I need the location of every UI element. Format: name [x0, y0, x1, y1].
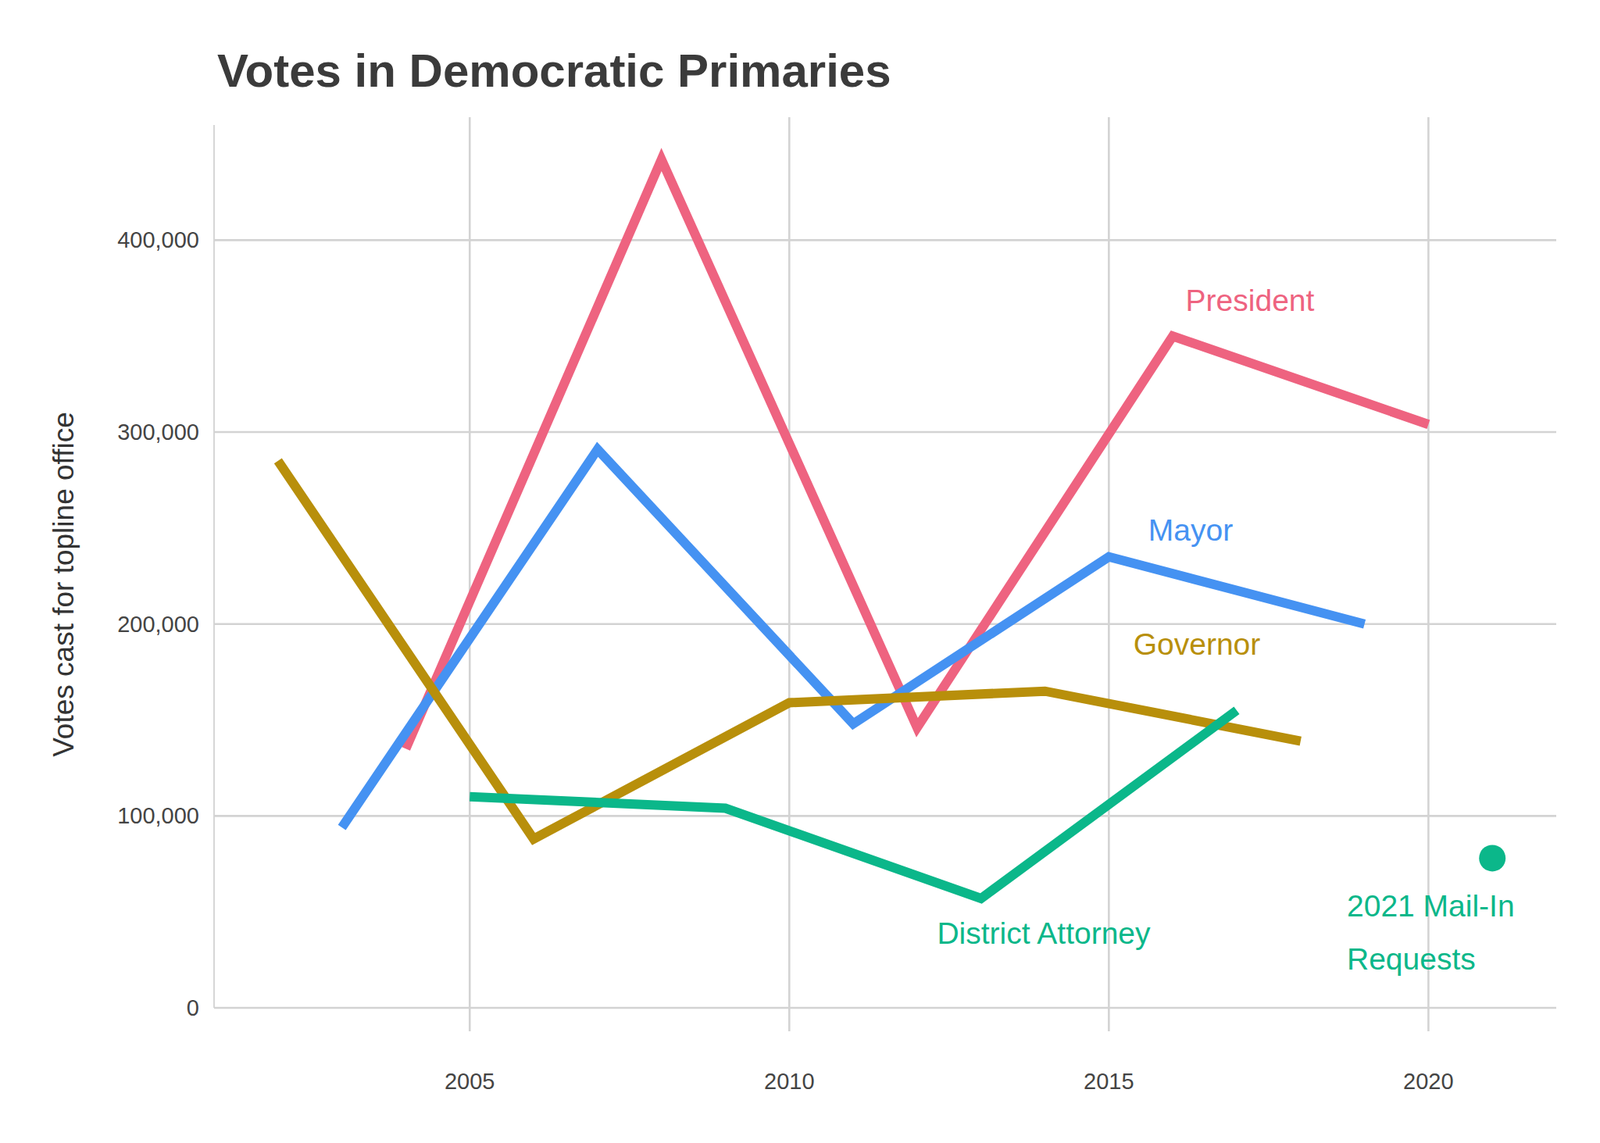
series-label: President: [1185, 283, 1315, 318]
y-tick-label: 100,000: [117, 803, 200, 829]
series-label: Mayor: [1148, 513, 1233, 547]
chart: 0 100,000 200,000 300,000 400,000 2005 2010 201…: [0, 0, 1600, 1143]
series-line: [405, 159, 1429, 749]
y-grid-line: [214, 239, 1557, 242]
x-grid-line: [1107, 117, 1111, 1032]
x-grid-line: [788, 117, 791, 1032]
x-tick-label: 2010: [764, 1068, 815, 1094]
x-axis-line: [214, 1007, 1557, 1009]
series-line: [342, 449, 1365, 828]
title: Votes in Democratic Primaries: [217, 44, 892, 97]
series-label: District Attorney: [936, 916, 1151, 950]
y-grid-line: [214, 1007, 1557, 1010]
x-tick-label: 2020: [1403, 1068, 1454, 1094]
series-line: [278, 460, 1301, 840]
y-axis-line: [213, 125, 215, 1008]
y-axis-label: Votes cast for topline office: [47, 411, 80, 758]
y-tick-label: 200,000: [117, 611, 200, 637]
y-grid-line: [214, 814, 1557, 818]
series-label: Governor: [1133, 627, 1261, 661]
x-tick-label: 2005: [444, 1068, 496, 1094]
x-grid-line: [468, 117, 472, 1032]
y-tick-label: 0: [186, 995, 200, 1021]
series-label-line: Requests: [1346, 942, 1476, 976]
y-grid-line: [214, 431, 1557, 434]
marks: [278, 159, 1506, 899]
point: [1478, 844, 1506, 872]
series-label-line: 2021 Mail-In: [1346, 889, 1515, 923]
series-line: [469, 710, 1237, 899]
x-tick-label: 2015: [1083, 1068, 1135, 1094]
y-tick-label: 400,000: [117, 227, 200, 253]
series-label: 2021 Mail-In Requests: [1346, 889, 1515, 976]
y-tick-label: 300,000: [117, 419, 200, 445]
